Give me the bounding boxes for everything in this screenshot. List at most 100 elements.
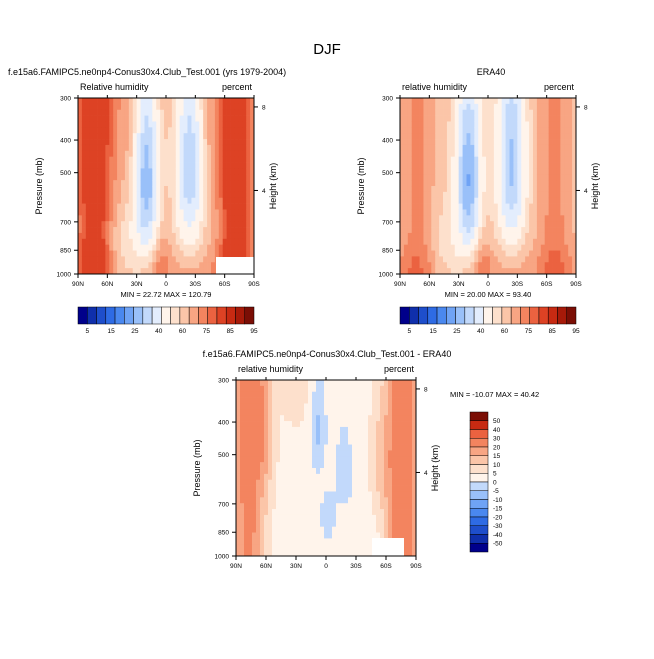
field-cell <box>396 497 401 504</box>
field-cell <box>187 186 192 193</box>
field-cell <box>564 221 569 228</box>
field-cell <box>431 215 436 222</box>
field-cell <box>529 121 534 128</box>
field-cell <box>427 191 432 199</box>
field-cell <box>288 532 293 539</box>
field-cell <box>521 127 526 134</box>
colorbar-box <box>142 306 153 325</box>
field-cell <box>560 150 565 158</box>
field-cell <box>505 186 510 193</box>
field-cell <box>183 197 188 204</box>
field-cell <box>121 221 126 228</box>
field-cell <box>148 262 153 269</box>
field-cell <box>179 262 184 269</box>
field-cell <box>175 98 181 105</box>
field-cell <box>513 215 518 222</box>
field-cell <box>372 385 377 393</box>
field-cell <box>474 256 479 263</box>
field-cell <box>348 485 353 492</box>
field-cell <box>187 197 192 204</box>
field-cell <box>435 197 440 204</box>
field-cell <box>156 238 161 246</box>
field-cell <box>140 103 145 111</box>
field-cell <box>364 409 369 416</box>
field-cell <box>328 415 333 422</box>
field-cell <box>268 468 273 475</box>
field-cell <box>230 115 235 122</box>
field-cell <box>160 127 165 134</box>
field-cell <box>352 421 357 428</box>
field-cell <box>540 227 546 234</box>
field-cell <box>396 485 401 492</box>
field-cell <box>396 514 401 522</box>
field-cell <box>246 221 251 228</box>
field-cell <box>242 250 247 257</box>
field-cell <box>368 438 373 445</box>
field-cell <box>568 232 573 240</box>
field-cell <box>352 438 357 445</box>
field-cell <box>521 156 526 163</box>
field-cell <box>276 438 281 445</box>
field-cell <box>564 268 569 275</box>
field-cell <box>529 127 534 134</box>
field-cell <box>446 121 452 128</box>
field-cell <box>214 133 220 140</box>
field-cell <box>482 168 487 175</box>
field-cell <box>352 509 357 516</box>
field-cell <box>572 144 577 152</box>
field-cell <box>380 415 385 422</box>
field-cell <box>89 180 94 187</box>
field-cell <box>376 491 381 498</box>
field-cell <box>167 215 173 222</box>
field-cell <box>376 444 381 451</box>
field-cell <box>446 209 452 216</box>
field-cell <box>195 109 200 116</box>
field-cell <box>324 473 329 481</box>
field-cell <box>505 250 510 257</box>
field-cell <box>415 250 420 257</box>
field-cell <box>493 156 499 163</box>
field-cell <box>244 503 249 510</box>
field-cell <box>525 162 530 169</box>
field-cell <box>536 232 542 240</box>
field-cell <box>167 209 173 216</box>
field-cell <box>356 514 361 522</box>
field-cell <box>312 544 317 551</box>
field-cell <box>320 391 325 398</box>
field-cell <box>446 139 452 146</box>
field-cell <box>78 115 83 122</box>
field-cell <box>140 232 145 240</box>
field-cell <box>164 150 169 158</box>
field-cell <box>292 438 297 445</box>
field-cell <box>183 268 188 275</box>
field-cell <box>412 497 417 504</box>
field-cell <box>308 444 313 451</box>
field-cell <box>388 456 393 463</box>
field-cell <box>207 186 212 193</box>
field-cell <box>101 256 106 263</box>
field-cell <box>427 197 432 204</box>
field-cell <box>320 520 325 528</box>
field-cell <box>505 168 510 175</box>
colorbar-box <box>469 516 489 526</box>
field-cell <box>179 150 184 158</box>
field-cell <box>214 180 220 187</box>
field-cell <box>260 421 265 428</box>
field-cell <box>403 144 409 152</box>
field-cell <box>344 409 349 416</box>
field-cell <box>240 380 245 387</box>
field-cell <box>352 450 357 457</box>
field-cell <box>388 444 393 451</box>
field-cell <box>482 232 487 240</box>
field-cell <box>164 238 169 246</box>
field-cell <box>536 139 542 146</box>
field-cell <box>470 232 475 240</box>
field-cell <box>356 509 361 516</box>
field-cell <box>144 103 149 111</box>
field-cell <box>536 215 542 222</box>
field-cell <box>372 532 377 539</box>
field-cell <box>408 403 413 410</box>
field-cell <box>128 256 134 263</box>
field-cell <box>256 485 261 492</box>
field-cell <box>300 385 305 393</box>
